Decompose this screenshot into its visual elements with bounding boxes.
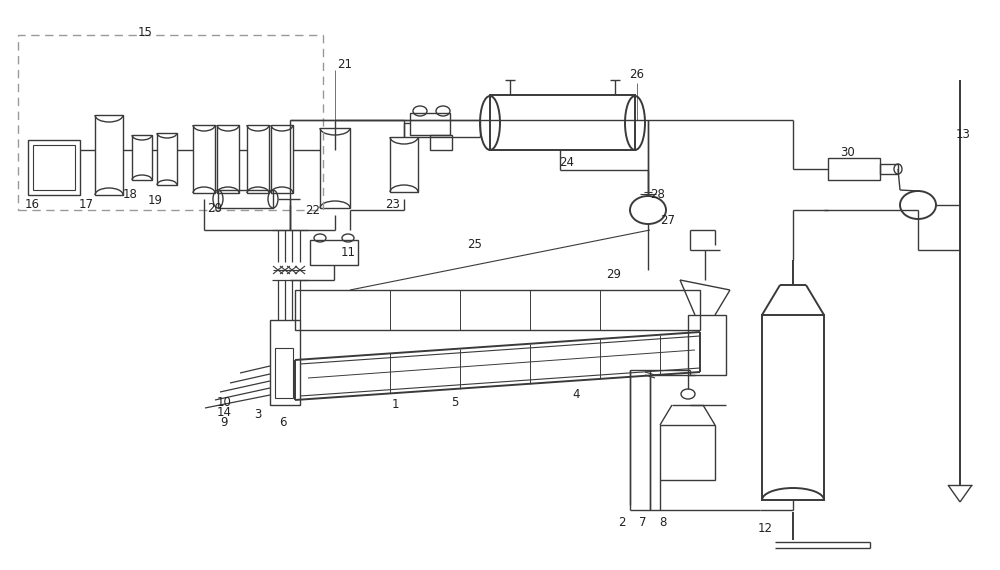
Bar: [18, 35, 323, 210]
Text: 28: 28: [651, 189, 665, 202]
Bar: [880, 164, 898, 174]
Text: 30: 30: [841, 145, 855, 158]
Text: 24: 24: [560, 156, 574, 169]
Text: 17: 17: [78, 198, 94, 211]
Text: 8: 8: [659, 515, 667, 528]
Text: 1: 1: [391, 398, 399, 412]
Bar: [390, 137, 418, 192]
Text: 16: 16: [24, 198, 40, 211]
Bar: [193, 125, 215, 193]
Bar: [28, 140, 80, 195]
Text: 12: 12: [758, 522, 772, 535]
Text: 27: 27: [660, 214, 676, 226]
Bar: [275, 348, 293, 398]
Bar: [660, 425, 715, 480]
Text: 4: 4: [572, 389, 580, 401]
Text: 11: 11: [340, 246, 356, 259]
Bar: [320, 128, 350, 208]
Bar: [410, 113, 450, 135]
Bar: [762, 315, 824, 500]
Bar: [310, 240, 358, 265]
Bar: [33, 145, 75, 190]
Bar: [430, 135, 452, 150]
Bar: [490, 95, 635, 150]
Text: 9: 9: [220, 416, 228, 429]
Bar: [828, 158, 880, 180]
Bar: [247, 125, 269, 193]
Text: 20: 20: [208, 202, 222, 214]
Bar: [157, 133, 177, 185]
Text: 29: 29: [606, 268, 622, 282]
Text: 2: 2: [618, 515, 626, 528]
Text: 13: 13: [956, 128, 970, 141]
Text: 19: 19: [148, 193, 162, 206]
Bar: [295, 290, 700, 330]
Bar: [688, 315, 726, 375]
Bar: [270, 320, 300, 405]
Bar: [217, 125, 239, 193]
Bar: [132, 135, 152, 180]
Bar: [218, 190, 273, 208]
Text: 7: 7: [639, 515, 647, 528]
Text: 26: 26: [630, 68, 644, 82]
Text: 3: 3: [254, 409, 262, 421]
Text: 23: 23: [386, 198, 400, 211]
Text: 5: 5: [451, 396, 459, 409]
Bar: [95, 115, 123, 195]
Text: 25: 25: [468, 238, 482, 251]
Text: 15: 15: [138, 26, 152, 39]
Text: 6: 6: [279, 416, 287, 429]
Text: 22: 22: [306, 203, 320, 217]
Text: 18: 18: [123, 189, 137, 202]
Bar: [271, 125, 293, 193]
Text: 10: 10: [217, 396, 231, 409]
Text: 21: 21: [338, 59, 352, 71]
Text: 14: 14: [216, 405, 232, 418]
